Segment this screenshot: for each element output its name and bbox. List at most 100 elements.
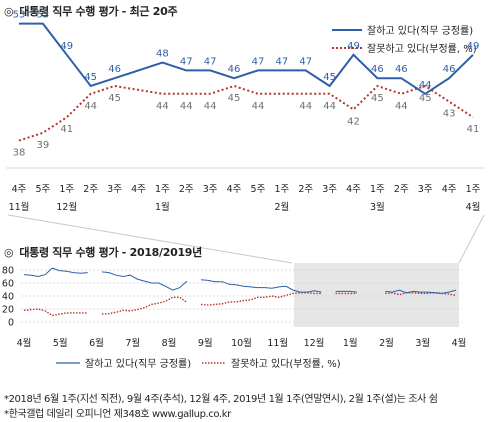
approve-data-label: 44	[419, 80, 432, 91]
recent-20-weeks-highlight	[294, 263, 459, 327]
week-tick-label: 1주	[155, 184, 170, 195]
month-tick-label: 2월	[379, 337, 394, 349]
approve-data-label: 48	[156, 49, 169, 60]
disapprove-data-label: 41	[467, 124, 480, 135]
legend-approve-label: 잘하고 있다(직무 긍정률)	[367, 24, 473, 37]
disapprove-data-label: 45	[371, 93, 384, 104]
disapprove-data-label: 44	[84, 101, 97, 112]
disapprove-data-label: 45	[108, 93, 121, 104]
week-tick-label: 5주	[35, 184, 50, 195]
disapprove-data-label: 45	[228, 93, 241, 104]
approve-line	[23, 267, 457, 294]
month-tick-label: 11월	[267, 337, 288, 349]
approve-data-label: 46	[443, 64, 456, 75]
disapprove-data-label: 43	[443, 109, 456, 120]
week-tick-label: 4주	[131, 184, 146, 195]
week-tick-label: 1주	[274, 184, 289, 195]
month-tick-label: 5월	[53, 337, 68, 349]
footnote-schedule: *2018년 6월 1주(지선 직전), 9월 4주(추석), 12월 4주, …	[4, 394, 438, 405]
approve-data-label: 53	[13, 10, 26, 21]
legend-disapprove-label: 잘못하고 있다(부정률, %)	[231, 357, 341, 370]
month-tick-label: 1월	[343, 337, 358, 349]
approve-data-label: 47	[252, 56, 265, 67]
bottom-chart-title-text: 대통령 직무 수행 평가 - 2018/2019년	[19, 246, 202, 259]
month-tick-label: 7월	[125, 337, 140, 349]
disapprove-data-label: 38	[13, 148, 26, 159]
disapprove-data-label: 44	[299, 101, 312, 112]
month-tick-label: 3월	[370, 201, 385, 213]
y-tick-label: 0	[8, 318, 14, 329]
approve-data-label: 45	[84, 72, 97, 83]
disapprove-data-label: 44	[156, 101, 169, 112]
week-tick-label: 3주	[418, 184, 433, 195]
month-tick-label: 3월	[415, 337, 430, 349]
zoom-connector-right	[458, 214, 485, 264]
approve-data-label: 46	[395, 64, 408, 75]
approve-data-label: 45	[323, 72, 336, 83]
disapprove-line	[18, 84, 474, 142]
week-tick-label: 5주	[251, 184, 266, 195]
approve-data-label: 47	[204, 56, 217, 67]
disapprove-data-label: 41	[60, 124, 73, 135]
week-tick-label: 2주	[179, 184, 194, 195]
zoom-connector-left	[7, 214, 293, 264]
approve-data-label: 49	[60, 41, 73, 52]
approve-data-label: 47	[180, 56, 193, 67]
disapprove-data-label: 44	[180, 101, 193, 112]
approve-data-label: 49	[347, 41, 360, 52]
approve-data-label: 49	[467, 41, 480, 52]
week-tick-label: 2주	[298, 184, 313, 195]
month-tick-label: 1월	[155, 201, 170, 213]
approve-line	[19, 22, 474, 95]
month-tick-label: 10월	[231, 337, 252, 349]
disapprove-data-label: 44	[395, 101, 408, 112]
week-tick-label: 3주	[107, 184, 122, 195]
week-tick-label: 3주	[203, 184, 218, 195]
bottom-chart-title: ◎ 대통령 직무 수행 평가 - 2018/2019년	[4, 244, 202, 260]
week-tick-label: 4주	[227, 184, 242, 195]
approve-data-label: 46	[371, 64, 384, 75]
approve-data-label: 53	[37, 10, 50, 21]
week-tick-label: 1주	[466, 184, 481, 195]
month-tick-label: 8월	[162, 337, 177, 349]
month-tick-label: 2월	[274, 201, 289, 213]
month-tick-label: 6월	[89, 337, 104, 349]
week-tick-label: 2주	[394, 184, 409, 195]
week-tick-label: 4주	[12, 184, 27, 195]
legend-approve-label: 잘하고 있다(직무 긍정률)	[85, 357, 191, 370]
y-tick-label: 60	[2, 279, 14, 290]
disapprove-data-label: 39	[37, 140, 50, 151]
month-tick-label: 9월	[198, 337, 213, 349]
disapprove-line	[23, 292, 457, 317]
month-tick-label: 4월	[17, 337, 32, 349]
week-tick-label: 2주	[83, 184, 98, 195]
disapprove-data-label: 45	[419, 93, 432, 104]
week-tick-label: 1주	[59, 184, 74, 195]
top-chart-title-text: 대통령 직무 수행 평가 - 최근 20주	[19, 5, 178, 18]
y-tick-label: 20	[2, 305, 14, 316]
top-chart: 잘하고 있다(직무 긍정률) 잘못하고 있다(부정률, %) 53 53 49 45 46 4…	[6, 10, 485, 264]
disapprove-data-label: 44	[204, 101, 217, 112]
y-tick-label: 80	[2, 266, 14, 277]
disapprove-data-label: 42	[347, 116, 360, 127]
month-tick-label: 4월	[452, 337, 467, 349]
circle-mark-icon: ◎	[4, 5, 14, 18]
y-tick-label: 40	[2, 292, 14, 303]
top-chart-title: ◎ 대통령 직무 수행 평가 - 최근 20주	[4, 3, 178, 19]
approve-data-label: 46	[228, 64, 241, 75]
week-tick-label: 4주	[442, 184, 457, 195]
approve-data-label: 47	[275, 56, 288, 67]
month-tick-label: 4월	[466, 201, 481, 213]
week-tick-label: 4주	[346, 184, 361, 195]
month-tick-label: 12월	[56, 201, 77, 213]
disapprove-data-label: 44	[252, 101, 265, 112]
approve-data-label: 46	[108, 64, 121, 75]
disapprove-data-label: 44	[323, 101, 336, 112]
footnote-source: *한국갤럽 데일리 오피니언 제348호 www.gallup.co.kr	[4, 409, 231, 420]
legend-disapprove-label: 잘못하고 있다(부정률, %)	[367, 42, 477, 55]
week-tick-label: 3주	[322, 184, 337, 195]
month-tick-label: 12월	[304, 337, 325, 349]
month-tick-label: 11월	[9, 201, 30, 213]
approve-data-label: 47	[299, 56, 312, 67]
